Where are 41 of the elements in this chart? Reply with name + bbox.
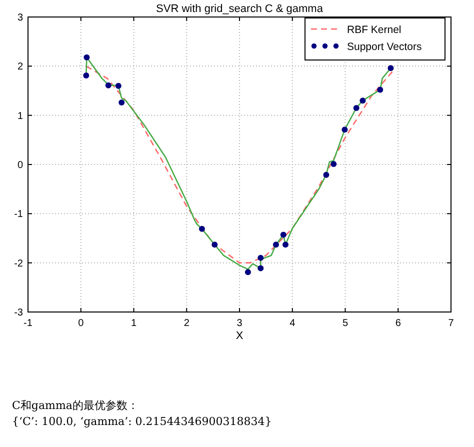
point <box>258 254 264 261</box>
legend-label: Support Vectors <box>347 41 422 53</box>
point <box>377 86 384 93</box>
y-tick-label: 2 <box>17 62 24 73</box>
point <box>353 104 360 111</box>
point <box>258 265 264 272</box>
point <box>280 232 286 238</box>
x-tick-label: 0 <box>78 318 84 329</box>
point <box>83 72 90 79</box>
point <box>212 242 218 248</box>
x-tick-label: 3 <box>236 318 243 329</box>
point <box>388 65 394 72</box>
y-tick-label: 1 <box>17 110 24 122</box>
point <box>115 82 122 89</box>
x-tick-label: 1 <box>130 318 137 329</box>
y-tick-label: 0 <box>17 160 24 171</box>
x-tick-label: 6 <box>395 318 402 329</box>
text: {‘C’: 100.0, ‘gamma’: 0.21544346900318834} <box>12 415 272 428</box>
point <box>272 242 279 248</box>
point <box>360 98 366 104</box>
point <box>282 242 288 248</box>
point <box>105 82 112 88</box>
point <box>198 226 205 232</box>
y-tick-label: -2 <box>14 258 24 270</box>
point <box>330 161 337 168</box>
point <box>84 54 90 60</box>
x-axis-title: X <box>236 330 244 342</box>
x-tick-label: 4 <box>290 318 296 329</box>
point <box>118 100 125 106</box>
x-tick-label: 2 <box>184 318 190 329</box>
point <box>244 269 251 276</box>
x-tick-label: 7 <box>448 318 454 329</box>
y-tick-label: 3 <box>17 12 24 24</box>
y-tick-label: -3 <box>14 308 24 318</box>
point <box>323 172 330 178</box>
x-tick-label: 5 <box>342 318 348 329</box>
text: C和gamma的最优参数： <box>12 399 138 412</box>
legend-label: RBF Kernel <box>347 24 402 36</box>
chart-title: SVR with grid_search C & gamma <box>156 3 324 15</box>
y-tick-label: -1 <box>14 209 24 220</box>
point <box>342 126 348 133</box>
